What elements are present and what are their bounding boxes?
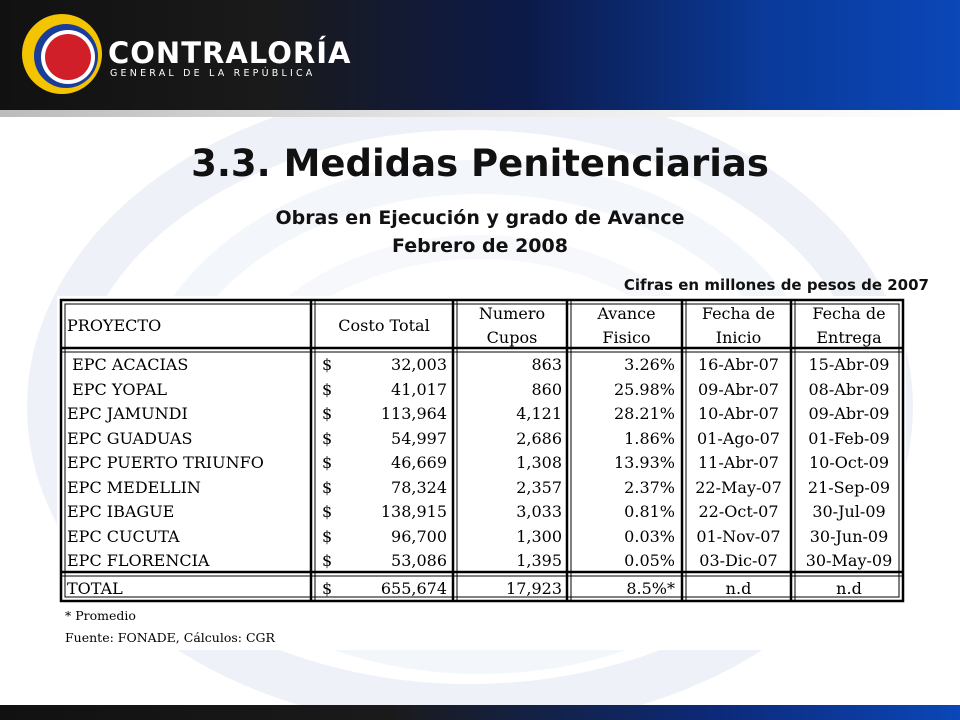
header-cupos-line2: Cupos xyxy=(486,328,538,347)
subtitle-works: Obras en Ejecución y grado de Avance xyxy=(275,207,685,229)
cell-currency: $ xyxy=(322,428,333,448)
cell-inicio: 22-May-07 xyxy=(695,477,782,497)
projects-table: PROYECTO Costo Total Numero Cupos Avance… xyxy=(57,296,906,650)
header-banner: CONTRALORÍA GENERAL DE LA REPÚBLICA xyxy=(0,0,960,110)
cell-entrega: 21-Sep-09 xyxy=(807,477,891,497)
cell-inicio: 01-Ago-07 xyxy=(697,428,780,448)
cell-currency: $ xyxy=(322,355,333,374)
cell-inicio: 11-Abr-07 xyxy=(698,453,779,472)
cell-avance: 13.93% xyxy=(613,453,675,472)
source-note: Fuente: FONADE, Cálculos: CGR xyxy=(65,630,275,645)
cell-cupos: 4,121 xyxy=(516,404,562,423)
currency-note: Cifras en millones de pesos de 2007 xyxy=(623,276,929,294)
total-cupos: 17,923 xyxy=(506,579,562,598)
cell-inicio: 16-Abr-07 xyxy=(698,355,779,374)
cell-cupos: 2,357 xyxy=(516,477,562,497)
header-divider xyxy=(0,110,960,117)
header-avance-line1: Avance xyxy=(597,304,656,323)
cell-cupos: 3,033 xyxy=(516,502,562,521)
cell-costo: 54,997 xyxy=(391,428,447,448)
cell-currency: $ xyxy=(322,502,333,521)
table-grid xyxy=(59,298,905,603)
cell-proyecto: EPC CUCUTA xyxy=(67,526,180,546)
header-entrega-line2: Entrega xyxy=(816,328,882,347)
header-inicio-line2: Inicio xyxy=(715,328,762,347)
cell-entrega: 09-Abr-09 xyxy=(808,404,890,423)
cell-proyecto: EPC ACACIAS xyxy=(67,355,189,374)
cell-currency: $ xyxy=(322,404,333,423)
cell-entrega: 15-Abr-09 xyxy=(808,355,890,374)
header-entrega-line1: Fecha de xyxy=(812,304,886,323)
total-entrega: n.d xyxy=(836,579,862,598)
header-avance-line2: Fisico xyxy=(602,328,651,347)
brand-subtitle: GENERAL DE LA REPÚBLICA xyxy=(110,68,316,79)
cell-cupos: 2,686 xyxy=(516,428,562,448)
cell-costo: 113,964 xyxy=(380,404,447,423)
cell-cupos: 1,308 xyxy=(516,453,562,472)
cell-cupos: 860 xyxy=(531,379,562,399)
footnote-promedio: * Promedio xyxy=(65,608,136,623)
total-costo: 655,674 xyxy=(380,579,447,598)
cell-entrega: 30-May-09 xyxy=(805,551,893,570)
cell-entrega: 30-Jun-09 xyxy=(809,526,889,546)
cell-currency: $ xyxy=(322,477,333,497)
cell-currency: $ xyxy=(322,379,333,399)
cell-proyecto: EPC JAMUNDI xyxy=(67,404,188,423)
cell-avance: 1.86% xyxy=(624,428,675,448)
cell-entrega: 30-Jul-09 xyxy=(812,502,886,521)
footer-bar xyxy=(0,705,960,720)
cell-inicio: 22-Oct-07 xyxy=(698,502,779,521)
subtitle-date: Febrero de 2008 xyxy=(392,235,568,257)
page-title: 3.3. Medidas Penitenciarias xyxy=(191,142,769,185)
header-proyecto: PROYECTO xyxy=(67,316,162,335)
cell-entrega: 10-Oct-09 xyxy=(808,453,890,472)
cell-proyecto: EPC IBAGUE xyxy=(67,502,175,521)
cell-cupos: 1,300 xyxy=(516,526,562,546)
cell-avance: 0.81% xyxy=(624,502,675,521)
header-cupos-line1: Numero xyxy=(478,304,546,323)
cell-proyecto: EPC GUADUAS xyxy=(67,428,193,448)
cell-cupos: 863 xyxy=(531,355,562,374)
cell-entrega: 08-Abr-09 xyxy=(808,379,890,399)
cell-entrega: 01-Feb-09 xyxy=(808,428,890,448)
cell-inicio: 01-Nov-07 xyxy=(696,526,781,546)
cell-cupos: 1,395 xyxy=(516,551,562,570)
cell-avance: 0.03% xyxy=(624,526,675,546)
cell-avance: 0.05% xyxy=(624,551,675,570)
cell-proyecto: EPC PUERTO TRIUNFO xyxy=(67,453,264,472)
cell-currency: $ xyxy=(322,551,333,570)
cell-avance: 25.98% xyxy=(613,379,675,399)
cell-inicio: 10-Abr-07 xyxy=(698,404,779,423)
cell-currency: $ xyxy=(322,526,333,546)
cell-costo: 138,915 xyxy=(380,502,447,521)
cell-currency: $ xyxy=(322,453,333,472)
cell-costo: 41,017 xyxy=(391,379,447,399)
cell-costo: 96,700 xyxy=(391,526,447,546)
cell-inicio: 03-Dic-07 xyxy=(699,551,778,570)
cell-costo: 53,086 xyxy=(391,551,447,570)
cell-proyecto: EPC YOPAL xyxy=(67,379,168,399)
cell-inicio: 09-Abr-07 xyxy=(698,379,779,399)
header-inicio-line1: Fecha de xyxy=(701,304,776,323)
total-label: TOTAL xyxy=(67,579,123,598)
cell-costo: 46,669 xyxy=(391,453,447,472)
cell-costo: 78,324 xyxy=(391,477,447,497)
total-inicio: n.d xyxy=(725,579,752,598)
total-currency: $ xyxy=(322,579,333,598)
cell-avance: 2.37% xyxy=(624,477,675,497)
header-costo-total: Costo Total xyxy=(338,316,430,335)
cell-avance: 28.21% xyxy=(613,404,675,423)
cell-proyecto: EPC MEDELLIN xyxy=(67,477,201,497)
cell-proyecto: EPC FLORENCIA xyxy=(67,551,210,570)
cell-costo: 32,003 xyxy=(391,355,447,374)
cell-avance: 3.26% xyxy=(624,355,675,374)
brand-name: CONTRALORÍA xyxy=(108,36,352,70)
total-avance: 8.5%* xyxy=(626,579,675,598)
contraloria-logo-icon xyxy=(20,12,104,96)
